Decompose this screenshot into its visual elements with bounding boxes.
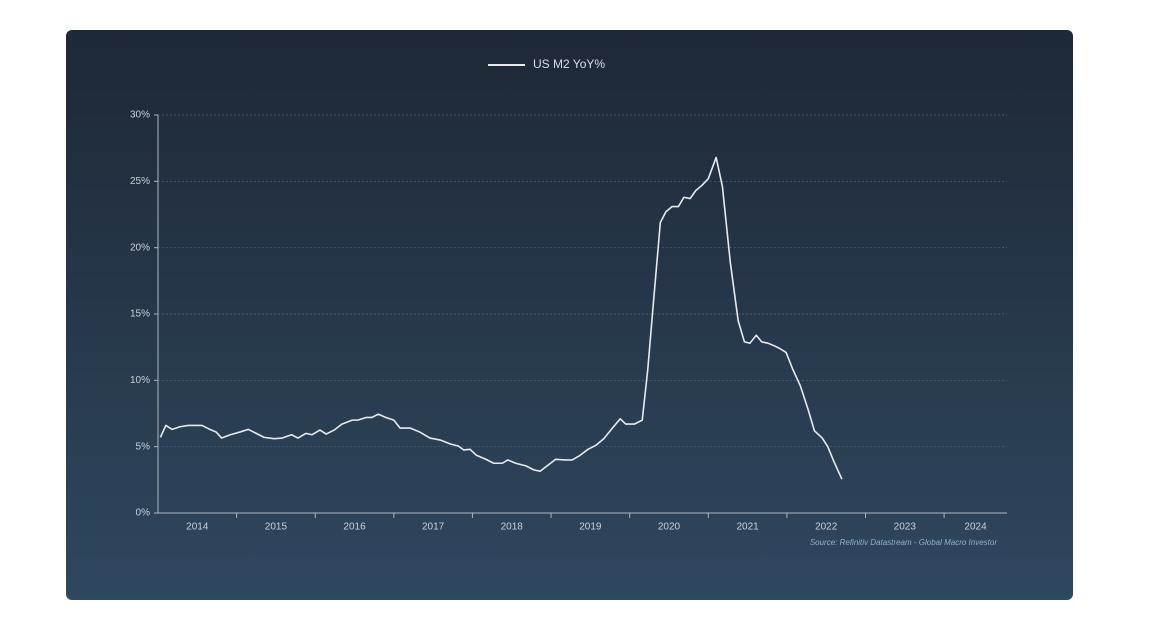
y-tick-label: 10% <box>130 375 150 386</box>
chart-panel <box>66 30 1073 600</box>
x-tick-label: 2024 <box>964 522 987 533</box>
x-tick-label: 2022 <box>815 522 838 533</box>
x-tick-label: 2015 <box>265 522 288 533</box>
y-tick-label: 15% <box>130 309 150 320</box>
x-tick-label: 2021 <box>736 522 759 533</box>
x-tick-label: 2018 <box>501 522 524 533</box>
x-tick-label: 2016 <box>343 522 366 533</box>
data-line <box>159 156 843 480</box>
y-tick-label: 0% <box>136 508 151 519</box>
y-tick-label: 5% <box>136 441 151 452</box>
y-tick-label: 20% <box>130 242 150 253</box>
source-note: Source: Refinitiv Datastream - Global Ma… <box>810 538 998 547</box>
legend-label: US M2 YoY% <box>533 57 605 71</box>
y-tick-label: 25% <box>130 176 150 187</box>
x-tick-label: 2020 <box>658 522 681 533</box>
x-tick-label: 2014 <box>186 522 209 533</box>
x-tick-label: 2019 <box>579 522 602 533</box>
x-tick-label: 2017 <box>422 522 445 533</box>
x-tick-label: 2023 <box>894 522 917 533</box>
y-tick-label: 30% <box>130 110 150 121</box>
